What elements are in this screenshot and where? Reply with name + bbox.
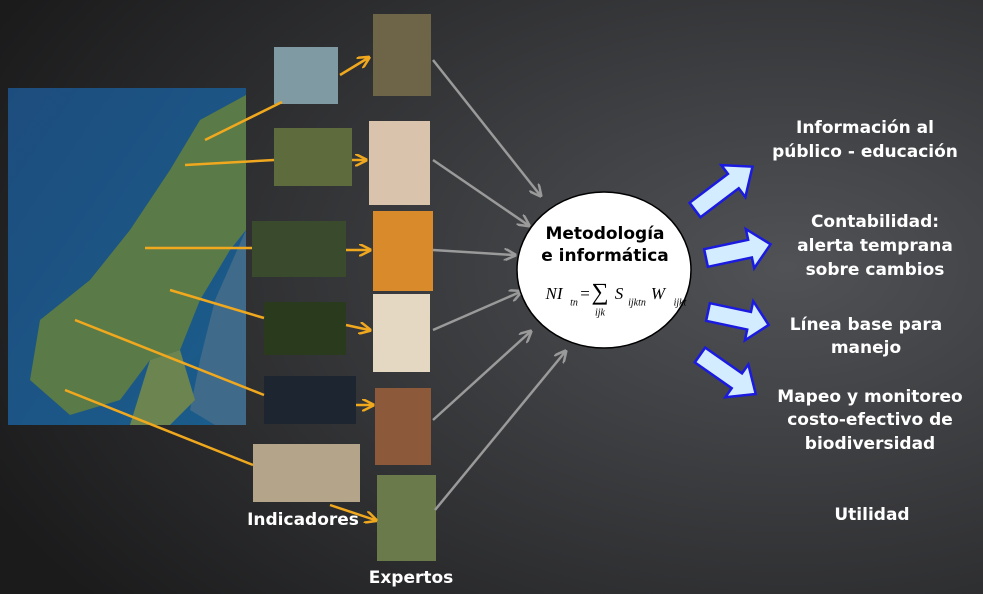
- expert-photos: [369, 14, 436, 561]
- formula-part: =: [580, 284, 590, 303]
- formula-part: NI: [545, 284, 564, 303]
- indicator-photos: [252, 47, 360, 502]
- formula-part: ∑: [591, 280, 608, 306]
- map-links: [64, 100, 283, 467]
- formula: NI tn = ∑ ijk S ijktn W ijkt: [545, 280, 687, 319]
- outcome: costo-efectivo de: [787, 410, 953, 430]
- formula-part: tn: [570, 297, 578, 308]
- method-label: e informática: [541, 246, 669, 266]
- formula-part: ijktn: [628, 297, 646, 308]
- outcome: manejo: [831, 338, 901, 358]
- formula-part: ijk: [595, 307, 606, 318]
- map: [8, 88, 246, 425]
- outcome: biodiversidad: [805, 434, 935, 454]
- outcome: público - educación: [772, 142, 958, 162]
- outcome: sobre cambios: [806, 260, 945, 280]
- method-circle: [516, 191, 692, 349]
- formula-part: ijkt: [674, 297, 687, 308]
- outcome: Mapeo y monitoreo: [777, 387, 962, 407]
- experts-label: Expertos: [369, 568, 454, 588]
- formula-part: W: [651, 284, 667, 303]
- utility-label: Utilidad: [834, 505, 909, 525]
- expert-arrows: [432, 59, 565, 511]
- outcome: Contabilidad:: [811, 212, 939, 232]
- outcome: Información al: [796, 118, 934, 138]
- outcome: Línea base para: [790, 315, 942, 335]
- formula-part: S: [615, 284, 624, 303]
- outcome: alerta temprana: [797, 236, 953, 256]
- outcome-arrows: [687, 163, 773, 399]
- indicators-label: Indicadores: [247, 510, 359, 530]
- indicator-arrows: [329, 58, 375, 520]
- method-label: Metodología: [545, 224, 664, 244]
